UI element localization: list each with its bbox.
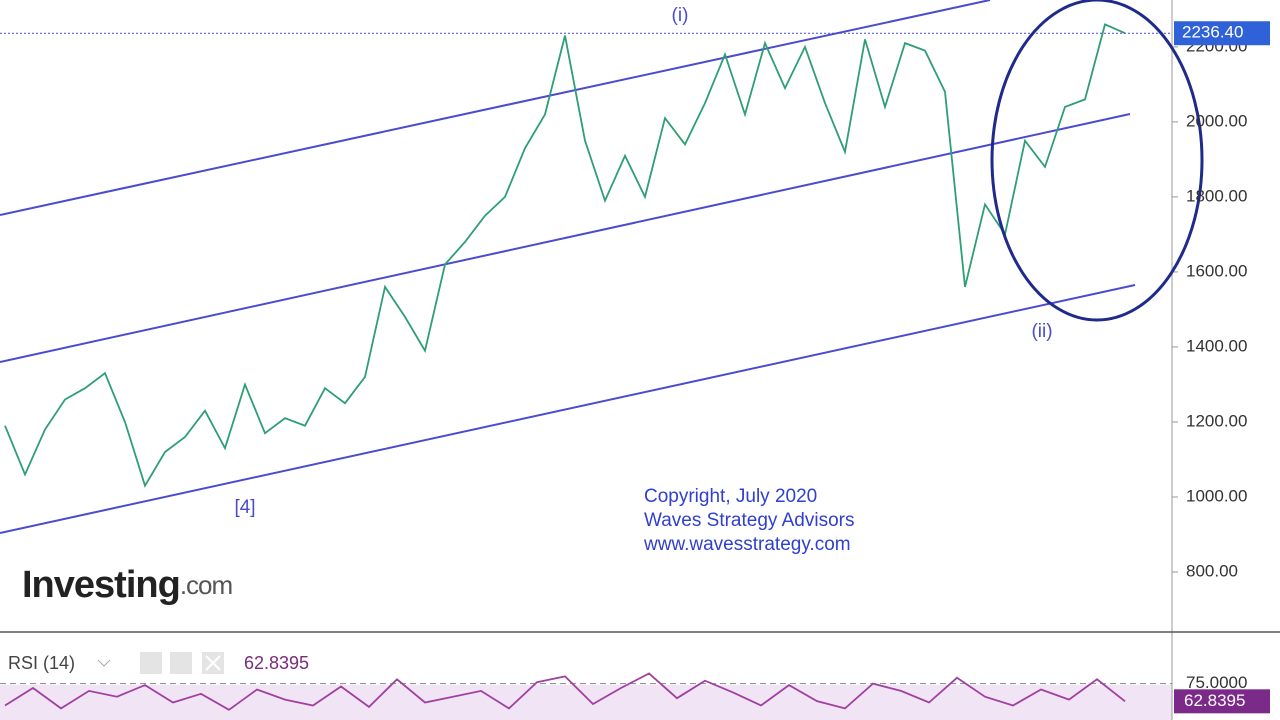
rsi-label-box [1174,689,1270,714]
rsi-title: RSI (14) [8,653,75,673]
logo: Investing.com [22,564,232,606]
y-tick-label: 2000.00 [1186,111,1247,130]
rsi-label: 62.8395 [1184,691,1245,710]
wave-label: [4] [234,497,255,518]
icon[interactable] [170,652,192,674]
price-label: 2236.40 [1182,23,1243,42]
highlight-ellipse [990,0,1204,322]
y-tick-label: 1400.00 [1186,336,1247,355]
y-tick-label: 1200.00 [1186,411,1247,430]
y-tick-label: 1000.00 [1186,486,1247,505]
channel-line [0,284,1136,534]
rsi-value: 62.8395 [244,653,309,673]
wave-label: (i) [672,5,689,26]
dropdown-icon [97,659,111,667]
watermark: Copyright, July 2020 [644,486,817,507]
price-line [4,23,1126,488]
watermark: www.wavesstrategy.com [643,534,851,555]
y-tick-label: 1800.00 [1186,186,1247,205]
price-line [4,672,1126,711]
watermark: Waves Strategy Advisors [644,510,854,531]
close-icon [205,655,221,671]
channel-line [0,113,1131,363]
y-tick-label: 1600.00 [1186,261,1247,280]
y-tick-label: 800.00 [1186,561,1238,580]
icon[interactable] [140,652,162,674]
price-label-box [1174,21,1270,46]
y-tick-label: 75.0000 [1186,673,1247,692]
wave-label: (ii) [1031,321,1052,342]
channel-line [0,0,991,216]
